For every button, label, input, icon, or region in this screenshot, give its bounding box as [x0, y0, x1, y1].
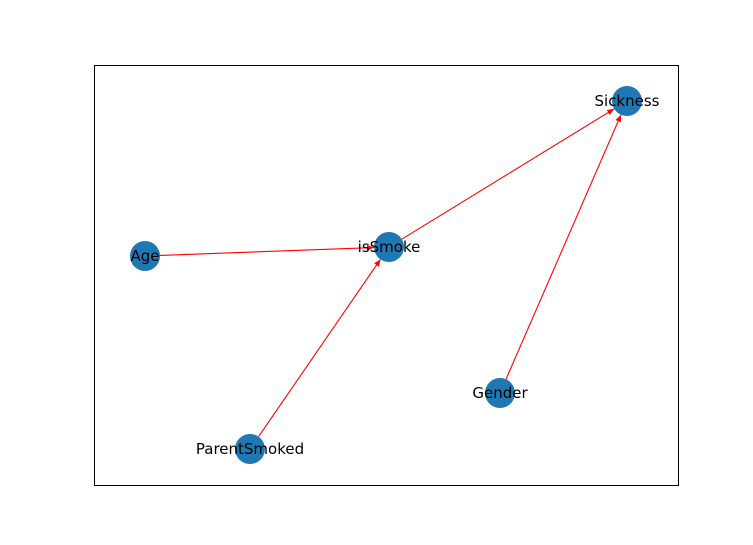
- node-label-gender: Gender: [472, 384, 528, 402]
- node-label-parentsmoked: ParentSmoked: [196, 440, 304, 458]
- nodes-layer: Sickness isSmoke Age Gender ParentSmoked: [130, 86, 660, 464]
- node-sickness: Sickness: [595, 86, 660, 116]
- node-circle-gender: [485, 378, 515, 408]
- edges-layer: [159, 108, 622, 437]
- node-circle-sickness: [612, 86, 642, 116]
- edge-parentsmoked-to-issmoke: [258, 259, 381, 437]
- node-label-issmoke: isSmoke: [358, 238, 421, 256]
- edge-gender-to-sickness: [505, 114, 622, 380]
- node-gender: Gender: [472, 378, 528, 408]
- node-issmoke: isSmoke: [358, 232, 421, 262]
- node-age: Age: [130, 241, 160, 271]
- node-circle-age: [130, 241, 160, 271]
- edge-issmoke-to-sickness: [401, 108, 615, 240]
- node-parentsmoked: ParentSmoked: [196, 434, 304, 464]
- node-circle-parentsmoked: [235, 434, 265, 464]
- node-circle-issmoke: [374, 232, 404, 262]
- node-label-sickness: Sickness: [595, 92, 660, 110]
- edge-age-to-issmoke: [159, 244, 375, 256]
- plot-frame: [94, 65, 679, 486]
- node-label-age: Age: [130, 247, 159, 265]
